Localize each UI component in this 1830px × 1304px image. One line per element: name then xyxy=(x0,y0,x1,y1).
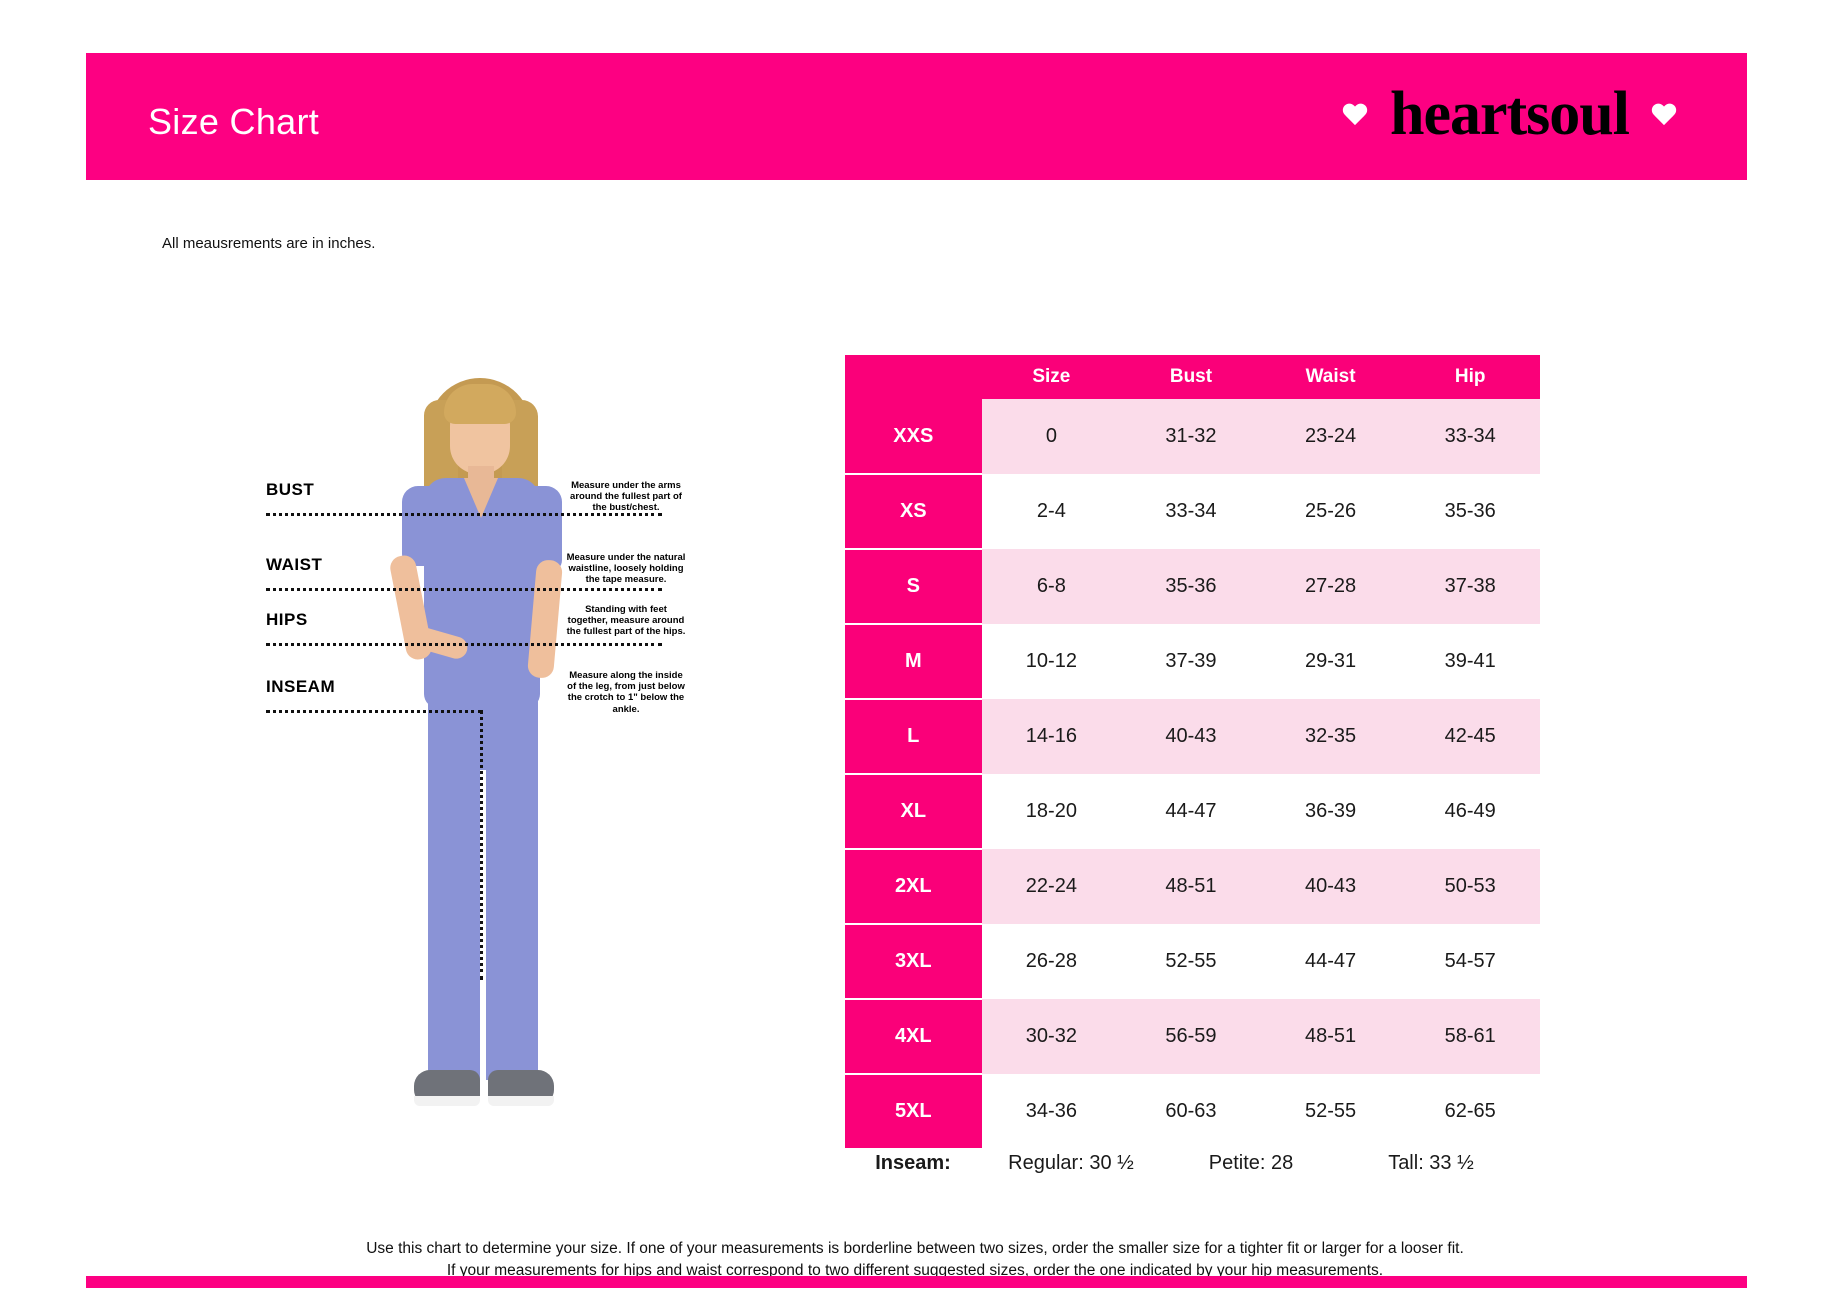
column-header-hip: Hip xyxy=(1400,355,1540,399)
cell-size-s: 6-8 xyxy=(981,549,1122,624)
model-illustration xyxy=(340,370,620,1160)
size-label-xs: XS xyxy=(845,474,982,550)
units-note: All meausrements are in inches. xyxy=(162,235,376,252)
cell-waist-xxs: 23-24 xyxy=(1260,399,1401,474)
table-row: XS 2-4 33-34 25-26 35-36 xyxy=(845,474,1540,550)
cell-size-m: 10-12 xyxy=(981,624,1122,699)
cell-hip-l: 42-45 xyxy=(1400,699,1540,774)
cell-hip-3xl: 54-57 xyxy=(1400,924,1540,999)
size-label-4xl: 4XL xyxy=(845,999,982,1075)
measurement-label-bust: BUST xyxy=(266,480,315,499)
cell-hip-xl: 46-49 xyxy=(1400,774,1540,849)
footer-instructions: Use this chart to determine your size. I… xyxy=(0,1238,1830,1283)
cell-bust-s: 35-36 xyxy=(1121,549,1261,624)
cell-size-5xl: 34-36 xyxy=(981,1074,1122,1149)
inseam-row: Inseam: Regular: 30 ½ Petite: 28 Tall: 3… xyxy=(845,1152,1540,1175)
size-label-s: S xyxy=(845,549,982,625)
footer-line-2: If your measurements for hips and waist … xyxy=(446,1262,1384,1280)
cell-bust-xxs: 31-32 xyxy=(1121,399,1261,474)
table-row: 5XL 34-36 60-63 52-55 62-65 xyxy=(845,1074,1540,1150)
cell-size-l: 14-16 xyxy=(981,699,1122,774)
size-label-3xl: 3XL xyxy=(845,924,982,1000)
footer-bar xyxy=(86,1276,1747,1288)
cell-size-4xl: 30-32 xyxy=(981,999,1122,1074)
cell-size-xxs: 0 xyxy=(981,399,1122,474)
brand-logo: heartsoul xyxy=(1342,83,1677,145)
cell-size-3xl: 26-28 xyxy=(981,924,1122,999)
cell-hip-5xl: 62-65 xyxy=(1400,1074,1540,1149)
table-row: S 6-8 35-36 27-28 37-38 xyxy=(845,549,1540,625)
cell-hip-s: 37-38 xyxy=(1400,549,1540,624)
column-header-waist: Waist xyxy=(1260,355,1401,399)
column-header-size: Size xyxy=(981,355,1122,399)
cell-size-2xl: 22-24 xyxy=(981,849,1122,924)
inseam-guide-line xyxy=(266,710,482,713)
table-row: 2XL 22-24 48-51 40-43 50-53 xyxy=(845,849,1540,925)
page-title: Size Chart xyxy=(148,101,320,142)
heart-icon-left xyxy=(1342,104,1368,128)
cell-bust-xl: 44-47 xyxy=(1121,774,1261,849)
column-header-blank xyxy=(845,355,982,399)
measurement-label-waist: WAIST xyxy=(266,555,323,574)
size-label-5xl: 5XL xyxy=(845,1074,982,1150)
inseam-guide-line-vertical xyxy=(480,710,483,980)
cell-bust-5xl: 60-63 xyxy=(1121,1074,1261,1149)
measurement-desc-waist: Measure under the natural waistline, loo… xyxy=(566,552,686,586)
table-row: M 10-12 37-39 29-31 39-41 xyxy=(845,624,1540,700)
cell-waist-3xl: 44-47 xyxy=(1260,924,1401,999)
cell-size-xl: 18-20 xyxy=(981,774,1122,849)
column-header-bust: Bust xyxy=(1121,355,1261,399)
cell-bust-l: 40-43 xyxy=(1121,699,1261,774)
size-label-2xl: 2XL xyxy=(845,849,982,925)
table-row: XXS 0 31-32 23-24 33-34 xyxy=(845,399,1540,475)
cell-waist-m: 29-31 xyxy=(1260,624,1401,699)
brand-name: heartsoul xyxy=(1390,80,1630,148)
cell-waist-l: 32-35 xyxy=(1260,699,1401,774)
size-label-l: L xyxy=(845,699,982,775)
size-label-xl: XL xyxy=(845,774,982,850)
size-table: Size Bust Waist Hip XXS 0 31-32 23-24 33… xyxy=(845,355,1540,1150)
footer-line-1: Use this chart to determine your size. I… xyxy=(366,1240,1464,1257)
hips-guide-line xyxy=(266,643,662,646)
measurement-label-inseam: INSEAM xyxy=(266,677,336,696)
cell-hip-4xl: 58-61 xyxy=(1400,999,1540,1074)
table-row: XL 18-20 44-47 36-39 46-49 xyxy=(845,774,1540,850)
cell-bust-3xl: 52-55 xyxy=(1121,924,1261,999)
size-label-m: M xyxy=(845,624,982,700)
waist-guide-line xyxy=(266,588,662,591)
cell-waist-s: 27-28 xyxy=(1260,549,1401,624)
measurement-diagram: BUST Measure under the arms around the f… xyxy=(266,370,940,1170)
bust-guide-line xyxy=(266,513,662,516)
cell-waist-2xl: 40-43 xyxy=(1260,849,1401,924)
cell-size-xs: 2-4 xyxy=(981,474,1122,549)
cell-hip-xxs: 33-34 xyxy=(1400,399,1540,474)
table-row: 4XL 30-32 56-59 48-51 58-61 xyxy=(845,999,1540,1075)
size-label-xxs: XXS xyxy=(845,399,982,475)
cell-waist-xs: 25-26 xyxy=(1260,474,1401,549)
measurement-desc-hips: Standing with feet together, measure aro… xyxy=(566,604,686,638)
cell-hip-m: 39-41 xyxy=(1400,624,1540,699)
inseam-regular: Regular: 30 ½ xyxy=(1008,1152,1134,1174)
measurement-desc-inseam: Measure along the inside of the leg, fro… xyxy=(567,670,685,715)
cell-hip-2xl: 50-53 xyxy=(1400,849,1540,924)
table-row: L 14-16 40-43 32-35 42-45 xyxy=(845,699,1540,775)
inseam-label: Inseam: xyxy=(875,1152,951,1174)
heart-icon-right xyxy=(1651,104,1677,128)
cell-bust-2xl: 48-51 xyxy=(1121,849,1261,924)
cell-waist-5xl: 52-55 xyxy=(1260,1074,1401,1149)
cell-hip-xs: 35-36 xyxy=(1400,474,1540,549)
measurement-label-hips: HIPS xyxy=(266,610,308,629)
table-row: 3XL 26-28 52-55 44-47 54-57 xyxy=(845,924,1540,1000)
header-banner: Size Chart heartsoul xyxy=(86,53,1747,180)
table-header-row: Size Bust Waist Hip xyxy=(845,355,1540,399)
inseam-petite: Petite: 28 xyxy=(1208,1152,1294,1174)
cell-bust-xs: 33-34 xyxy=(1121,474,1261,549)
cell-bust-m: 37-39 xyxy=(1121,624,1261,699)
measurement-desc-bust: Measure under the arms around the fulles… xyxy=(570,480,682,514)
cell-bust-4xl: 56-59 xyxy=(1121,999,1261,1074)
cell-waist-4xl: 48-51 xyxy=(1260,999,1401,1074)
cell-waist-xl: 36-39 xyxy=(1260,774,1401,849)
inseam-tall: Tall: 33 ½ xyxy=(1388,1152,1474,1174)
